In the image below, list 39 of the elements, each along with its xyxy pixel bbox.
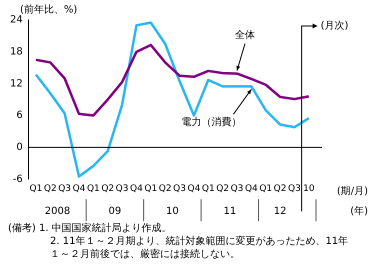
y-tick-label: 18: [10, 46, 23, 58]
y-tick-label: 6: [16, 110, 23, 122]
x-tick-label: Q3: [173, 184, 186, 194]
x-tick-label: Q2: [101, 184, 114, 194]
x-tick-label: Q4: [72, 184, 86, 194]
y-axis-title: (前年比、%): [20, 4, 78, 16]
x-tick-label: 10: [303, 184, 315, 194]
text: (期/月): [336, 184, 368, 197]
y-tick-label: 12: [10, 78, 23, 90]
text: 2008: [44, 206, 70, 217]
x-tick-label: Q2: [216, 184, 230, 194]
y-tick-label: -6: [12, 174, 23, 185]
x-tick-label: Q3: [58, 184, 72, 194]
x-tick-label: Q1: [86, 184, 100, 194]
x-tick-label: Q4: [130, 184, 144, 194]
x-tick-label: Q2: [158, 184, 172, 194]
text: 10: [166, 206, 179, 217]
x-tick-label: Q1: [30, 184, 42, 194]
x-tick-label: Q1: [144, 184, 158, 194]
x-tick-label: Q3: [288, 184, 301, 194]
x-tick-label: Q3: [116, 184, 128, 194]
y-tick-label: 0: [16, 142, 23, 153]
text: 全体: [235, 29, 255, 42]
series-label: 電力（消費）: [181, 116, 242, 128]
text: (備考) 1. 中国国家統計局より作成。: [8, 222, 173, 235]
annotation: (月次): [320, 20, 349, 32]
x-tick-label: Q1: [202, 184, 215, 194]
text: 12: [274, 206, 286, 217]
x-tick-label: Q2: [274, 184, 286, 194]
x-tick-label: Q2: [44, 184, 57, 194]
x-tick-label: Q1: [259, 184, 272, 194]
text: 2. 11年１～２月期より、統計対象範囲に変更があったため、11年１～２月前後では、厳密には接続しない。: [49, 235, 350, 261]
x-tick-label: Q3: [230, 184, 244, 194]
x-tick-label: Q4: [244, 184, 258, 194]
text: 11: [223, 206, 236, 217]
text: (年): [350, 204, 368, 217]
y-tick-label: 24: [10, 14, 23, 26]
x-tick-label: Q4: [188, 184, 201, 194]
text: 09: [108, 206, 122, 217]
